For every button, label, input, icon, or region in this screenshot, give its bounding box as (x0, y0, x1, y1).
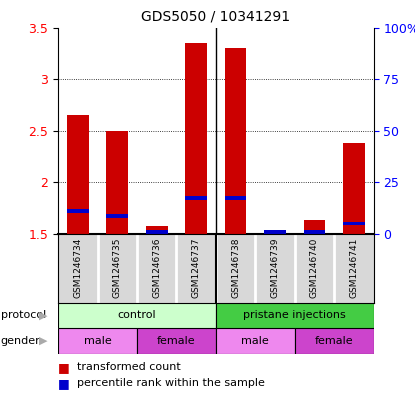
Bar (264, 231, 286, 234)
Text: ▶: ▶ (39, 336, 48, 346)
Text: ▶: ▶ (39, 310, 48, 320)
Bar (216, 303, 374, 328)
Text: GSM1246738: GSM1246738 (231, 238, 240, 298)
Text: ■: ■ (58, 361, 70, 374)
Bar (137, 328, 216, 354)
Text: GSM1246740: GSM1246740 (310, 238, 319, 298)
Text: pristane injections: pristane injections (243, 310, 346, 320)
Text: GSM1246741: GSM1246741 (349, 238, 358, 298)
Text: control: control (117, 310, 156, 320)
Bar (185, 196, 207, 200)
Bar (295, 328, 374, 354)
Bar (58, 328, 137, 354)
Text: protocol: protocol (1, 310, 46, 320)
Text: female: female (315, 336, 354, 346)
Bar (185, 43, 207, 234)
Text: transformed count: transformed count (77, 362, 181, 373)
Bar (58, 303, 216, 328)
Bar (225, 48, 247, 234)
Bar (343, 222, 365, 225)
Text: GSM1246739: GSM1246739 (271, 238, 279, 298)
Bar (216, 328, 295, 354)
Bar (303, 220, 325, 234)
Text: GSM1246737: GSM1246737 (192, 238, 200, 298)
Bar (146, 226, 168, 234)
Bar (67, 209, 89, 213)
Text: GSM1246734: GSM1246734 (73, 238, 82, 298)
Text: gender: gender (1, 336, 41, 346)
Bar (106, 130, 128, 234)
Text: male: male (84, 336, 111, 346)
Bar (146, 230, 168, 233)
Bar (303, 230, 325, 233)
Text: ■: ■ (58, 376, 70, 390)
Text: female: female (157, 336, 196, 346)
Text: male: male (242, 336, 269, 346)
Bar (225, 196, 247, 200)
Bar (343, 143, 365, 234)
Text: GSM1246736: GSM1246736 (152, 238, 161, 298)
Text: GSM1246735: GSM1246735 (113, 238, 122, 298)
Bar (106, 215, 128, 218)
Bar (264, 230, 286, 233)
Text: percentile rank within the sample: percentile rank within the sample (77, 378, 265, 388)
Bar (67, 115, 89, 234)
Title: GDS5050 / 10341291: GDS5050 / 10341291 (141, 9, 290, 24)
